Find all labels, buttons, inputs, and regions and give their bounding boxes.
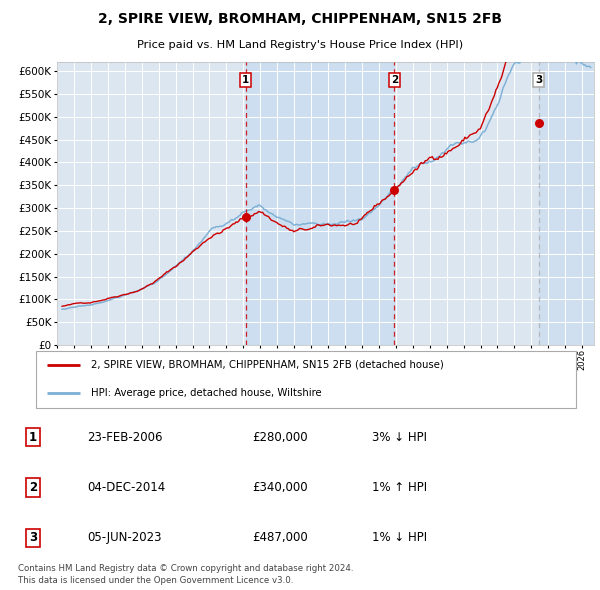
Text: 2: 2 (391, 75, 398, 85)
Text: 1% ↑ HPI: 1% ↑ HPI (372, 481, 427, 494)
Text: £280,000: £280,000 (252, 431, 308, 444)
Text: 04-DEC-2014: 04-DEC-2014 (87, 481, 165, 494)
Text: Contains HM Land Registry data © Crown copyright and database right 2024.
This d: Contains HM Land Registry data © Crown c… (18, 564, 353, 585)
Text: £487,000: £487,000 (252, 532, 308, 545)
FancyBboxPatch shape (35, 350, 577, 408)
Text: 3% ↓ HPI: 3% ↓ HPI (372, 431, 427, 444)
Text: 23-FEB-2006: 23-FEB-2006 (87, 431, 163, 444)
Text: Price paid vs. HM Land Registry's House Price Index (HPI): Price paid vs. HM Land Registry's House … (137, 40, 463, 50)
Bar (539, 62, 594, 345)
Text: 2: 2 (29, 481, 37, 494)
Text: 05-JUN-2023: 05-JUN-2023 (87, 532, 161, 545)
Text: HPI: Average price, detached house, Wiltshire: HPI: Average price, detached house, Wilt… (91, 388, 322, 398)
Text: 2, SPIRE VIEW, BROMHAM, CHIPPENHAM, SN15 2FB (detached house): 2, SPIRE VIEW, BROMHAM, CHIPPENHAM, SN15… (91, 360, 443, 370)
Text: 3: 3 (29, 532, 37, 545)
Text: 1: 1 (242, 75, 250, 85)
Text: £340,000: £340,000 (252, 481, 308, 494)
Text: 1% ↓ HPI: 1% ↓ HPI (372, 532, 427, 545)
Text: 2, SPIRE VIEW, BROMHAM, CHIPPENHAM, SN15 2FB: 2, SPIRE VIEW, BROMHAM, CHIPPENHAM, SN15… (98, 12, 502, 27)
Bar (246, 62, 394, 345)
Text: 3: 3 (535, 75, 542, 85)
Text: 1: 1 (29, 431, 37, 444)
